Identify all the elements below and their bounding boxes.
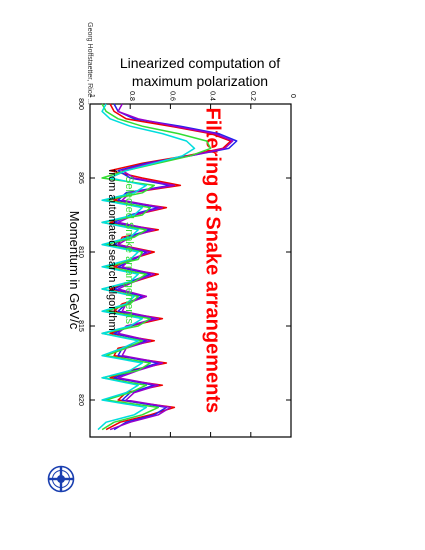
x-tick-label: 800 [77,98,84,110]
x-tick-label: 815 [77,320,84,332]
y-tick-label: 0.6 [168,91,175,101]
annotation-line2: from automated search algorithm [106,169,118,330]
plot-area: 0 0.2 0.4 0.6 0.8 1 800 805 810 815 820 Selected Sn… [67,91,296,438]
y-tick-label: 0.4 [209,91,216,101]
chart-subtitle-line1: Linearized computation of [119,55,281,71]
x-tick-label: 810 [77,246,84,258]
y-tick-label: 1 [88,94,95,98]
y-tick-label: 0.8 [128,91,135,101]
plot-frame [89,103,292,438]
desy-logo-icon [47,465,75,493]
annotation-line1: Selected Snake arrangements [123,176,135,324]
y-tick-label: 0.2 [249,91,256,101]
y-tick-label: 0 [289,94,296,98]
x-tick-label: 805 [77,172,84,184]
x-tick-label: 820 [77,394,84,406]
chart-subtitle-line2: maximum polarization [131,73,269,89]
x-axis-label: Momentum in GeV/c [67,211,82,330]
series-line-cyan [97,103,196,431]
